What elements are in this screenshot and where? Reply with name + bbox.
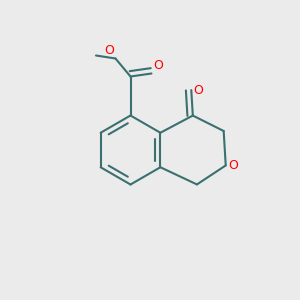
Text: O: O <box>153 59 163 72</box>
Text: O: O <box>229 159 238 172</box>
Text: O: O <box>104 44 114 57</box>
Text: O: O <box>194 84 204 97</box>
